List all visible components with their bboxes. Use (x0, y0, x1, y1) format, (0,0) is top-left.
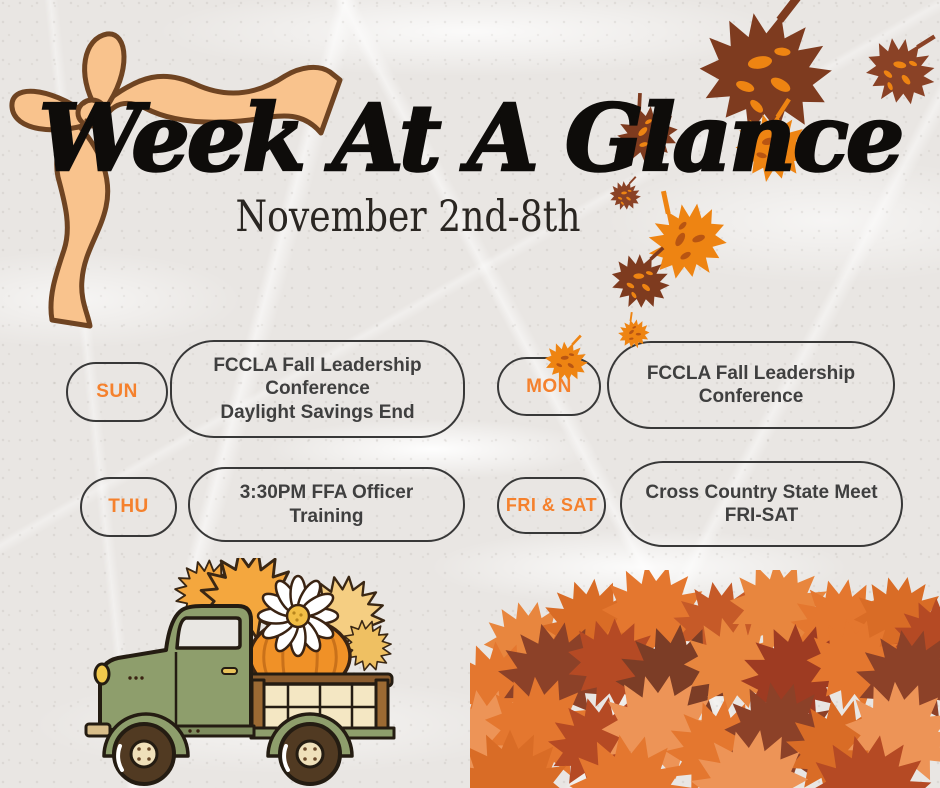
event-text: FCCLA Fall Leadership Conference Dayligh… (213, 355, 422, 423)
event-text: FCCLA Fall Leadership Conference (646, 362, 856, 407)
day-label: SUN (96, 381, 138, 402)
event-card-thu: 3:30PM FFA Officer Training (188, 467, 465, 542)
page-title: Week At A Glance (37, 84, 905, 192)
day-label: FRI & SAT (505, 495, 598, 515)
event-card-mon: FCCLA Fall Leadership Conference (607, 341, 895, 429)
day-pill-mon: MON (497, 357, 601, 416)
day-label: THU (108, 496, 149, 517)
daisy-flower (256, 574, 340, 658)
page-subtitle: November 2nd-8th (235, 192, 581, 242)
ribbon-bow-icon (9, 31, 343, 329)
day-label: MON (526, 375, 572, 397)
day-pill-sun: SUN (66, 362, 168, 422)
truck-wheels (112, 722, 342, 786)
event-card-sun: FCCLA Fall Leadership Conference Dayligh… (170, 340, 465, 438)
event-text: 3:30PM FFA Officer Training (239, 482, 414, 527)
pumpkin-truck-illustration (84, 558, 401, 786)
event-text: Cross Country State Meet FRI-SAT (645, 481, 878, 526)
event-card-fri-sat: Cross Country State Meet FRI-SAT (620, 461, 903, 547)
day-pill-fri-sat: FRI & SAT (497, 477, 606, 534)
day-pill-thu: THU (80, 477, 177, 537)
leaf-pile-illustration (470, 570, 940, 788)
